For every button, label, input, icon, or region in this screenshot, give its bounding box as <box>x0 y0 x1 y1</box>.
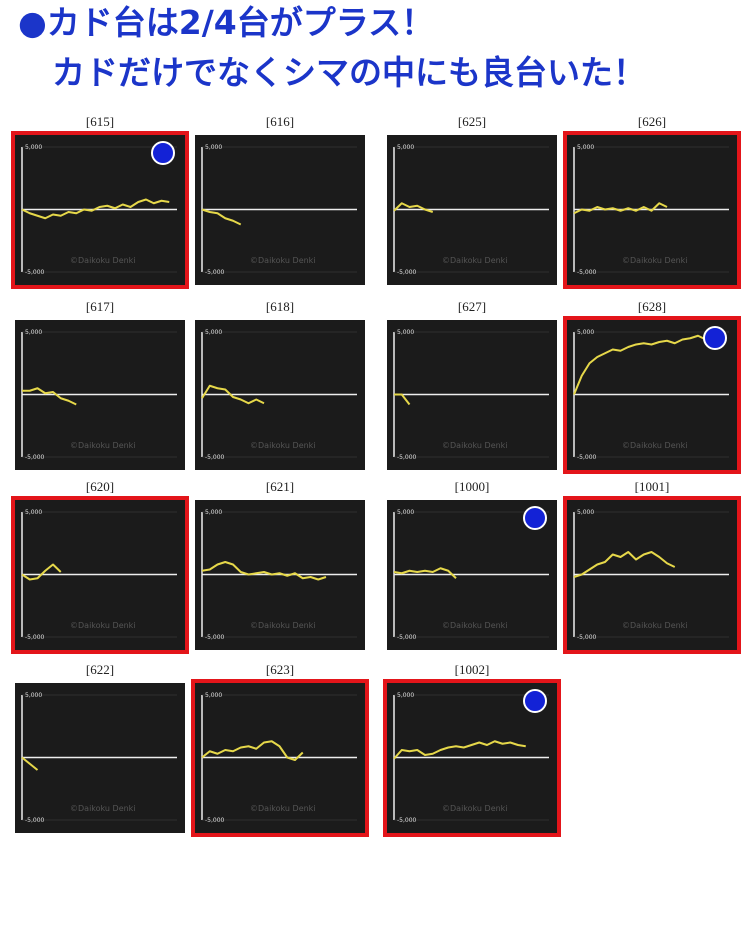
y-tick-label: -5,000 <box>397 454 417 461</box>
headline: カドだけでなくシマの中にも良台いた！ <box>52 53 646 92</box>
y-tick-label: 5,000 <box>25 329 42 336</box>
y-tick-label: -5,000 <box>577 634 597 641</box>
y-tick-label: -5,000 <box>25 454 45 461</box>
y-tick-label: -5,000 <box>25 634 45 641</box>
watermark: ©Daikoku Denki <box>70 441 136 450</box>
highlight-frame <box>383 679 561 837</box>
y-tick-label: -5,000 <box>397 817 417 824</box>
highlight-frame <box>563 316 741 474</box>
plus-marker <box>523 689 547 713</box>
watermark: ©Daikoku Denki <box>442 441 508 450</box>
data-line <box>21 563 62 581</box>
watermark: ©Daikoku Denki <box>442 256 508 265</box>
data-line <box>394 393 411 406</box>
chart-title: [620] <box>86 479 114 494</box>
chart-title: [1002] <box>455 662 490 677</box>
y-tick-label: -5,000 <box>205 269 225 276</box>
watermark: ©Daikoku Denki <box>70 621 136 630</box>
data-line <box>21 198 170 220</box>
data-line <box>573 202 668 215</box>
y-tick-label: 5,000 <box>397 692 414 699</box>
y-tick-label: -5,000 <box>205 634 225 641</box>
watermark: ©Daikoku Denki <box>622 621 688 630</box>
chart-title: [621] <box>266 479 294 494</box>
plus-marker <box>523 506 547 530</box>
y-tick-label: -5,000 <box>205 454 225 461</box>
highlight-frame <box>191 679 369 837</box>
watermark: ©Daikoku Denki <box>622 256 688 265</box>
y-tick-label: 5,000 <box>397 329 414 336</box>
data-line <box>573 551 676 578</box>
data-line <box>393 567 457 579</box>
highlight-frame <box>563 496 741 654</box>
watermark: ©Daikoku Denki <box>622 441 688 450</box>
chart-title: [618] <box>266 299 294 314</box>
highlight-frame <box>11 496 189 654</box>
headline: ●カド台は2/4台がプラス！ <box>18 3 434 42</box>
chart-title: [628] <box>638 299 666 314</box>
y-tick-label: 5,000 <box>205 692 222 699</box>
chart-title: [626] <box>638 114 666 129</box>
y-tick-label: 5,000 <box>397 144 414 151</box>
y-tick-label: 5,000 <box>25 144 42 151</box>
data-line <box>201 740 304 761</box>
y-tick-label: 5,000 <box>25 509 42 516</box>
chart-title: [1001] <box>635 479 670 494</box>
y-tick-label: 5,000 <box>397 509 414 516</box>
y-tick-label: -5,000 <box>397 634 417 641</box>
watermark: ©Daikoku Denki <box>250 441 316 450</box>
y-tick-label: 5,000 <box>205 329 222 336</box>
watermark: ©Daikoku Denki <box>70 256 136 265</box>
plus-marker <box>703 326 727 350</box>
data-line <box>201 384 265 405</box>
y-tick-label: 5,000 <box>577 329 594 336</box>
watermark: ©Daikoku Denki <box>70 804 136 813</box>
watermark: ©Daikoku Denki <box>250 621 316 630</box>
plus-marker <box>151 141 175 165</box>
watermark: ©Daikoku Denki <box>442 621 508 630</box>
data-line <box>393 740 526 760</box>
watermark: ©Daikoku Denki <box>250 804 316 813</box>
data-line <box>573 334 714 395</box>
chart-title: [616] <box>266 114 294 129</box>
y-tick-label: 5,000 <box>205 144 222 151</box>
y-tick-label: -5,000 <box>25 269 45 276</box>
watermark: ©Daikoku Denki <box>250 256 316 265</box>
y-tick-label: -5,000 <box>577 269 597 276</box>
y-tick-label: 5,000 <box>205 509 222 516</box>
data-line <box>201 208 242 226</box>
y-tick-label: 5,000 <box>577 509 594 516</box>
chart-title: [622] <box>86 662 114 677</box>
chart-title: [1000] <box>455 479 490 494</box>
y-tick-label: -5,000 <box>205 817 225 824</box>
data-line <box>21 756 39 771</box>
y-tick-label: -5,000 <box>25 817 45 824</box>
y-tick-label: -5,000 <box>397 269 417 276</box>
highlight-frame <box>11 131 189 289</box>
y-tick-label: 5,000 <box>577 144 594 151</box>
chart-title: [627] <box>458 299 486 314</box>
highlight-frame <box>563 131 741 289</box>
chart-title: [623] <box>266 662 294 677</box>
chart-title: [615] <box>86 114 114 129</box>
y-tick-label: 5,000 <box>25 692 42 699</box>
data-line <box>22 387 77 406</box>
y-tick-label: -5,000 <box>577 454 597 461</box>
chart-title: [617] <box>86 299 114 314</box>
chart-title: [625] <box>458 114 486 129</box>
data-line <box>201 561 327 581</box>
data-line <box>393 202 434 213</box>
watermark: ©Daikoku Denki <box>442 804 508 813</box>
